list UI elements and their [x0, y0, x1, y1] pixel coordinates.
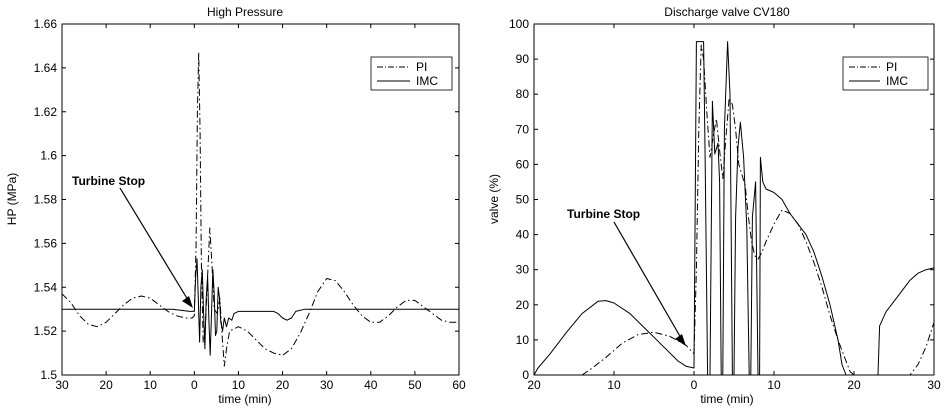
series-line-imc [62, 258, 459, 356]
chart-title: High Pressure [207, 5, 283, 19]
y-tick-label: 30 [516, 263, 530, 277]
x-axis-label: time (min) [218, 392, 271, 406]
y-tick-label: 100 [509, 17, 529, 31]
x-axis-label: time (min) [700, 392, 753, 406]
axis-ticks: 30 20 10 0 10 20 30 40 50 60 1.5 1.52 1.54 1.56 1.58 1.… [34, 17, 466, 392]
legend-label-pi: PI [886, 60, 897, 74]
x-tick-label: 20 [527, 378, 541, 392]
x-tick-label: 40 [364, 378, 378, 392]
y-tick-label: 1.56 [34, 236, 58, 250]
annotation-arrowhead [675, 334, 686, 346]
x-tick-label: 0 [691, 378, 698, 392]
x-tick-label: 30 [927, 378, 941, 392]
legend-label-imc: IMC [886, 74, 908, 88]
y-tick-label: 40 [516, 228, 530, 242]
x-tick-label: 10 [232, 378, 246, 392]
x-tick-label: 10 [607, 378, 621, 392]
y-tick-label: 1.6 [40, 149, 57, 163]
x-tick-label: 10 [144, 378, 158, 392]
x-tick-label: 10 [767, 378, 781, 392]
y-tick-label: 1.64 [34, 61, 58, 75]
series-line-imc [533, 41, 935, 376]
y-tick-label: 1.66 [34, 17, 58, 31]
legend-label-imc: IMC [416, 74, 438, 88]
x-tick-label: 30 [55, 378, 69, 392]
y-tick-label: 1.62 [34, 105, 58, 119]
high-pressure-chart: High Pressure time (min) HP (MPa) 30 20 10… [5, 5, 466, 406]
x-tick-label: 60 [452, 378, 466, 392]
annotation-arrow [119, 187, 189, 301]
y-tick-label: 10 [516, 333, 530, 347]
discharge-valve-chart: Discharge valve CV180 time (min) valve (… [487, 5, 941, 406]
x-tick-label: 20 [847, 378, 861, 392]
y-axis-label: valve (%) [487, 174, 501, 224]
x-tick-label: 30 [320, 378, 334, 392]
series-line-pi [581, 44, 935, 376]
legend: PI IMC [370, 56, 453, 91]
series-lines [61, 52, 459, 367]
y-tick-label: 80 [516, 87, 530, 101]
x-tick-label: 20 [276, 378, 290, 392]
chart-title: Discharge valve CV180 [664, 5, 790, 19]
series-lines [533, 41, 935, 376]
y-tick-label: 1.52 [34, 324, 58, 338]
annotation-arrowhead [182, 296, 193, 308]
y-tick-label: 1.5 [40, 368, 57, 382]
y-tick-label: 50 [516, 193, 530, 207]
legend-box [370, 56, 453, 91]
y-tick-label: 1.58 [34, 193, 58, 207]
y-tick-label: 90 [516, 52, 530, 66]
annotation-arrow [613, 221, 682, 339]
y-axis-label: HP (MPa) [5, 173, 19, 225]
annotation-turbine-stop: Turbine Stop [567, 207, 640, 221]
y-tick-label: 70 [516, 122, 530, 136]
legend-label-pi: PI [416, 60, 427, 74]
legend-box [842, 56, 929, 91]
y-tick-label: 20 [516, 298, 530, 312]
x-tick-label: 0 [191, 378, 198, 392]
y-tick-label: 60 [516, 157, 530, 171]
y-tick-label: 1.54 [34, 280, 58, 294]
legend: PI IMC [842, 56, 929, 91]
y-tick-label: 0 [522, 368, 529, 382]
x-tick-label: 50 [408, 378, 422, 392]
x-tick-label: 20 [99, 378, 113, 392]
annotation-turbine-stop: Turbine Stop [72, 174, 145, 188]
